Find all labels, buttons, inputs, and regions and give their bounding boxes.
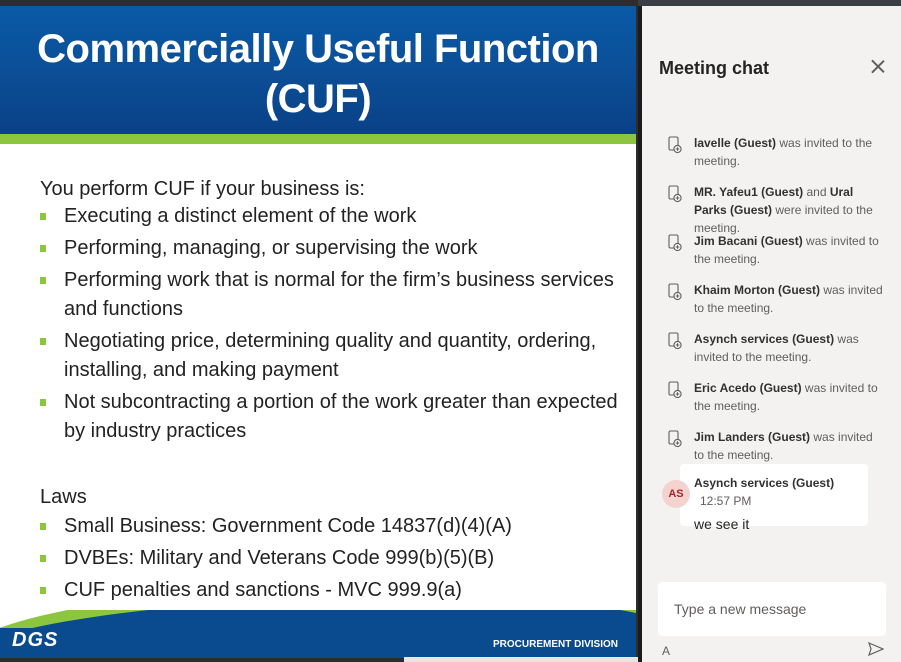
chat-message[interactable]: Asynch services (Guest) 12:57 PM we see … xyxy=(662,464,886,532)
meeting-invite-icon xyxy=(668,185,682,203)
participant-name: Khaim Morton (Guest) xyxy=(694,283,820,297)
message-bubble: Asynch services (Guest) 12:57 PM we see … xyxy=(680,464,868,532)
chat-event-text: Jim Bacani (Guest) was invited to the me… xyxy=(694,232,885,268)
law-text: Small Business: Government Code 14837(d)… xyxy=(64,515,512,537)
slide-title: Commercially Useful Function (CUF) xyxy=(0,24,636,124)
cuf-bullet-list: Executing a distinct element of the work… xyxy=(40,202,620,446)
bullet-icon xyxy=(40,245,46,252)
bullet-text: Performing, managing, or supervising the… xyxy=(64,237,478,259)
bullet-icon xyxy=(40,213,46,220)
law-item: DVBEs: Military and Veterans Code 999(b)… xyxy=(40,544,620,573)
chat-event-text: Eric Acedo (Guest) was invited to the me… xyxy=(694,379,885,415)
slide-footer: DGS PROCUREMENT DIVISION xyxy=(0,610,636,658)
presentation-slide: Commercially Useful Function (CUF) You p… xyxy=(0,6,636,658)
chat-event-item: Eric Acedo (Guest) was invited to the me… xyxy=(642,379,901,428)
chat-event-list: lavelle (Guest) was invited to the meeti… xyxy=(642,134,901,477)
participant-name: Ural Parks (Guest) xyxy=(694,185,854,217)
chat-header: Meeting chat xyxy=(642,6,901,126)
chat-event-text: Asynch services (Guest) was invited to t… xyxy=(694,330,885,366)
slide-body: You perform CUF if your business is: Exe… xyxy=(40,176,620,608)
bullet-icon xyxy=(40,587,46,594)
meeting-invite-icon xyxy=(668,283,682,301)
participant-name: Jim Bacani (Guest) xyxy=(694,234,803,248)
bullet-item: Performing work that is normal for the f… xyxy=(40,266,620,324)
slide-intro: You perform CUF if your business is: xyxy=(40,178,365,200)
event-suffix: was invited to the meeting. xyxy=(694,332,859,364)
meeting-invite-icon xyxy=(668,430,682,448)
event-suffix: was invited to the meeting. xyxy=(694,234,879,266)
slide-title-line2: (CUF) xyxy=(264,77,372,121)
bullet-text: Performing work that is normal for the f… xyxy=(64,269,614,320)
chat-event-text: Jim Landers (Guest) was invited to the m… xyxy=(694,428,885,464)
chat-event-text: Khaim Morton (Guest) was invited to the … xyxy=(694,281,885,317)
law-item: Small Business: Government Code 14837(d)… xyxy=(40,512,620,541)
chat-title: Meeting chat xyxy=(659,58,770,78)
event-suffix: was invited to the meeting. xyxy=(694,283,883,315)
participant-name: Eric Acedo (Guest) xyxy=(694,381,802,395)
law-text: DVBEs: Military and Veterans Code 999(b)… xyxy=(64,547,495,569)
meeting-invite-icon xyxy=(668,234,682,252)
chat-event-item: MR. Yafeu1 (Guest) and Ural Parks (Guest… xyxy=(642,183,901,235)
slide-title-line1: Commercially Useful Function xyxy=(37,27,599,71)
chat-event-item: lavelle (Guest) was invited to the meeti… xyxy=(642,134,901,183)
bullet-text: Not subcontracting a portion of the work… xyxy=(64,391,618,442)
bullet-item: Negotiating price, determining quality a… xyxy=(40,327,620,385)
bullet-icon xyxy=(40,399,46,406)
meeting-invite-icon xyxy=(668,332,682,350)
event-suffix: was invited to the meeting. xyxy=(694,381,878,413)
message-time: 12:57 PM xyxy=(700,494,752,508)
meeting-chat-panel: Meeting chat lavelle (Guest) was invited… xyxy=(642,6,901,662)
laws-heading: Laws xyxy=(40,486,87,508)
bullet-item: Not subcontracting a portion of the work… xyxy=(40,388,620,446)
close-chat-button[interactable] xyxy=(867,56,889,78)
division-label: PROCUREMENT DIVISION xyxy=(492,639,618,650)
footer-blue-band xyxy=(0,628,636,658)
participant-name: lavelle (Guest) xyxy=(694,136,777,150)
event-joiner: and xyxy=(803,185,830,199)
message-author: Asynch services (Guest) xyxy=(694,476,835,490)
chat-event-item: Asynch services (Guest) was invited to t… xyxy=(642,330,901,379)
meeting-invite-icon xyxy=(668,136,682,154)
chat-event-text: lavelle (Guest) was invited to the meeti… xyxy=(694,134,885,170)
slide-header: Commercially Useful Function (CUF) xyxy=(0,6,636,144)
chat-event-item: Jim Landers (Guest) was invited to the m… xyxy=(642,428,901,477)
event-suffix: was invited to the meeting. xyxy=(694,136,873,168)
participant-name: Jim Landers (Guest) xyxy=(694,430,811,444)
bullet-icon xyxy=(40,555,46,562)
bullet-icon xyxy=(40,523,46,530)
participant-name: Asynch services (Guest) xyxy=(694,332,835,346)
send-icon[interactable] xyxy=(868,642,884,656)
header-green-stripe xyxy=(0,134,636,144)
bullet-item: Performing, managing, or supervising the… xyxy=(40,234,620,263)
meeting-invite-icon xyxy=(668,381,682,399)
chat-event-text: MR. Yafeu1 (Guest) and Ural Parks (Guest… xyxy=(694,183,885,237)
law-item: CUF penalties and sanctions - MVC 999.9(… xyxy=(40,576,620,605)
screen-share-bottom-bar xyxy=(404,657,638,662)
laws-bullet-list: Small Business: Government Code 14837(d)… xyxy=(40,512,620,605)
dgs-logo: DGS xyxy=(12,629,59,651)
bullet-text: Executing a distinct element of the work xyxy=(64,205,417,227)
message-input[interactable] xyxy=(658,582,886,636)
bullet-icon xyxy=(40,338,46,345)
event-suffix: were invited to the meeting. xyxy=(694,203,873,235)
message-text: we see it xyxy=(694,516,750,532)
message-composer[interactable] xyxy=(658,582,886,636)
chat-event-item: Khaim Morton (Guest) was invited to the … xyxy=(642,281,901,330)
event-suffix: was invited to the meeting. xyxy=(694,430,873,462)
chat-event-item: Jim Bacani (Guest) was invited to the me… xyxy=(642,232,901,281)
bullet-icon xyxy=(40,277,46,284)
avatar[interactable]: AS xyxy=(662,480,690,508)
bullet-text: Negotiating price, determining quality a… xyxy=(64,330,597,381)
law-text: CUF penalties and sanctions - MVC 999.9(… xyxy=(64,579,462,601)
shared-screen: Commercially Useful Function (CUF) You p… xyxy=(0,0,638,662)
participant-name: MR. Yafeu1 (Guest) xyxy=(694,185,804,199)
bullet-item: Executing a distinct element of the work xyxy=(40,202,620,231)
format-icon[interactable]: A xyxy=(662,644,671,658)
